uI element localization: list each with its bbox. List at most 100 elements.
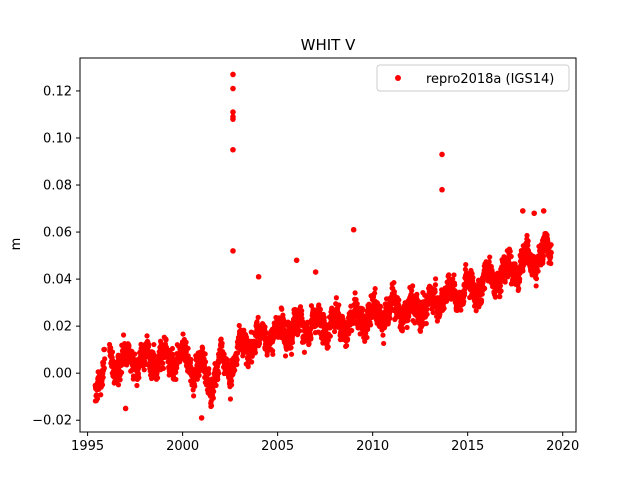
data-point	[132, 351, 138, 357]
data-point	[548, 250, 554, 256]
x-tick-label: 2020	[546, 439, 579, 454]
data-point	[344, 342, 350, 349]
data-point	[470, 274, 476, 281]
data-point	[399, 325, 406, 332]
data-point	[101, 365, 107, 371]
data-point	[463, 261, 469, 268]
data-point	[424, 311, 430, 317]
data-point	[524, 232, 530, 239]
data-point	[299, 308, 305, 314]
data-point	[100, 374, 106, 380]
data-point	[271, 335, 277, 341]
data-point	[480, 279, 486, 286]
data-point	[119, 369, 125, 376]
data-point	[115, 382, 122, 388]
y-tick-label: 0.08	[43, 179, 72, 194]
data-point	[191, 393, 197, 399]
data-point	[297, 304, 304, 310]
x-tick-label: 2005	[261, 439, 294, 454]
data-point	[327, 333, 333, 339]
data-point	[101, 346, 108, 352]
data-point	[236, 322, 242, 329]
data-point	[297, 328, 303, 334]
data-point	[451, 272, 457, 278]
data-point	[372, 286, 378, 292]
data-point	[432, 282, 439, 288]
data-point	[294, 332, 301, 338]
data-point	[353, 296, 359, 303]
data-point	[120, 332, 127, 338]
y-tick-label: 0.04	[43, 273, 72, 288]
data-point	[210, 395, 216, 401]
data-point	[219, 340, 225, 346]
data-point	[540, 260, 546, 266]
data-point	[414, 291, 420, 297]
data-point	[208, 403, 215, 409]
y-tick-label: 0.00	[43, 367, 72, 382]
legend-label: repro2018a (IGS14)	[426, 72, 554, 87]
data-point	[215, 376, 221, 382]
data-point	[262, 324, 268, 330]
data-point	[308, 336, 314, 342]
data-point	[232, 367, 238, 373]
data-point	[498, 288, 504, 294]
x-tick-label: 1995	[71, 439, 104, 454]
outlier-point	[230, 85, 236, 92]
outlier-point	[230, 71, 236, 78]
data-point	[192, 383, 198, 389]
data-point	[533, 283, 539, 289]
data-point	[377, 304, 384, 310]
y-axis-ticks: −0.02 0.00 0.02 0.04 0.06 0.08 0.10 0.12	[32, 84, 80, 429]
data-point	[316, 302, 322, 308]
data-point	[367, 322, 374, 328]
data-point	[441, 305, 447, 312]
outlier-point	[350, 226, 357, 233]
data-point	[380, 332, 386, 338]
data-point	[473, 308, 479, 314]
data-point	[486, 259, 492, 265]
data-point	[173, 369, 179, 376]
data-point	[279, 306, 285, 312]
data-point	[458, 307, 464, 313]
data-point	[541, 248, 547, 254]
data-point	[206, 366, 212, 372]
data-point	[381, 340, 387, 347]
outlier-point	[439, 186, 445, 193]
data-point	[288, 351, 295, 357]
data-point	[173, 376, 179, 382]
data-point	[492, 294, 498, 300]
data-point	[252, 349, 258, 356]
data-point	[109, 349, 116, 355]
data-point	[333, 295, 339, 301]
data-point	[516, 285, 522, 292]
outlier-point	[519, 208, 526, 214]
data-point	[301, 349, 308, 355]
chart-title: WHIT V	[301, 36, 356, 54]
data-point	[160, 360, 166, 366]
legend-marker	[395, 75, 401, 81]
data-point	[548, 242, 554, 248]
data-point	[108, 345, 114, 351]
legend: repro2018a (IGS14)	[376, 64, 570, 92]
data-point	[234, 361, 240, 368]
x-tick-label: 2015	[451, 439, 484, 454]
data-point	[235, 350, 241, 356]
data-point	[387, 315, 393, 321]
outlier-point	[122, 405, 129, 412]
y-tick-label: 0.10	[43, 131, 72, 146]
data-point	[417, 328, 424, 334]
outlier-point	[439, 151, 445, 158]
data-point	[362, 338, 368, 344]
data-point	[117, 377, 123, 383]
data-point	[144, 333, 150, 339]
data-point	[224, 357, 231, 363]
data-point	[520, 268, 526, 274]
y-tick-label: 0.06	[43, 226, 72, 241]
data-point	[185, 345, 191, 351]
data-point	[487, 254, 493, 260]
data-point	[288, 345, 294, 351]
data-points	[92, 71, 554, 421]
data-point	[372, 290, 378, 296]
outlier-point	[230, 248, 236, 254]
data-point	[423, 320, 429, 327]
